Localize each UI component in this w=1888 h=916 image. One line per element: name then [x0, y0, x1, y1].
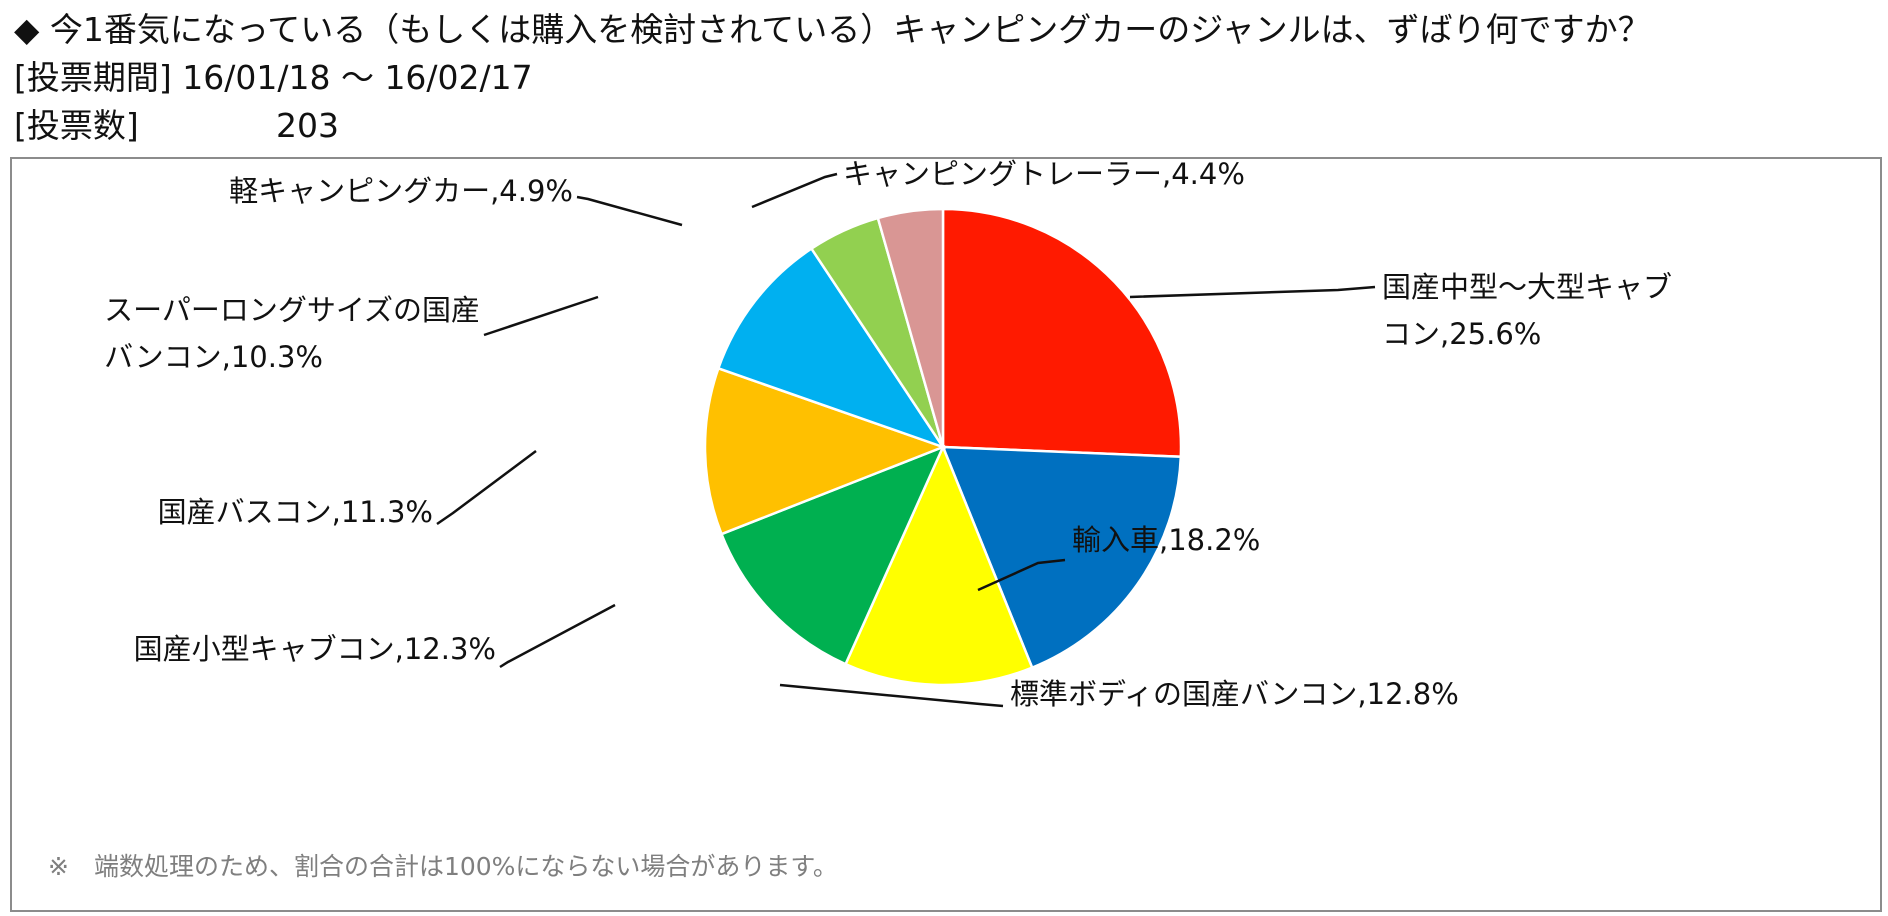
- pie-slice: [719, 444, 946, 666]
- vote-count: [投票数] 203: [14, 106, 339, 146]
- slice-label-line: 軽キャンピングカー,4.9%: [229, 174, 573, 208]
- slice-label: 輸入車,18.2%: [1072, 523, 1260, 557]
- slice-label: 国産中型～大型キャブコン,25.6%: [1382, 270, 1672, 351]
- leader-line: [751, 172, 838, 209]
- slice-label: キャンピングトレーラー,4.4%: [843, 157, 1245, 191]
- slice-label-line: 国産小型キャブコン,12.3%: [134, 632, 496, 666]
- voting-period: [投票期間] 16/01/18 ～ 16/02/17: [14, 58, 533, 98]
- leader-line: [483, 295, 599, 337]
- slice-label-line: コン,25.6%: [1382, 317, 1541, 351]
- pie-chart: 国産中型～大型キャブコン,25.6% 輸入車,18.2% 標準ボディの国産バンコン,…: [48, 157, 1672, 881]
- leader-line: [436, 449, 537, 526]
- voting-period-value: 16/01/18 ～ 16/02/17: [182, 58, 533, 97]
- vote-count-label: [投票数]: [14, 106, 139, 145]
- rounding-note: ※ 端数処理のため、割合の合計は100%にならない場合があります。: [48, 852, 838, 881]
- leader-line: [779, 683, 1004, 708]
- pie-slice: [941, 207, 1183, 459]
- slice-label-line: スーパーロングサイズの国産: [104, 293, 480, 327]
- pie-slice: [941, 445, 1183, 670]
- slice-label-line: バンコン,10.3%: [104, 340, 323, 374]
- slice-label: 国産小型キャブコン,12.3%: [134, 632, 496, 666]
- slice-label: 国産バスコン,11.3%: [158, 495, 433, 529]
- voting-period-label: [投票期間]: [14, 58, 172, 97]
- chart-frame: [10, 157, 1882, 912]
- slice-label: 軽キャンピングカー,4.9%: [229, 174, 573, 208]
- slice-label-line: 標準ボディの国産バンコン,12.8%: [1010, 677, 1459, 711]
- slice-label-line: 国産中型～大型キャブ: [1382, 270, 1672, 304]
- slice-label-line: 国産バスコン,11.3%: [158, 495, 433, 529]
- leader-line: [499, 603, 616, 669]
- vote-count-value: 203: [276, 106, 339, 145]
- question-text: ◆ 今1番気になっている（もしくは購入を検討されている）キャンピングカーのジャン…: [14, 10, 1651, 49]
- pie-slice: [876, 207, 945, 448]
- slice-label: 標準ボディの国産バンコン,12.8%: [1010, 677, 1459, 711]
- pie-slices: [703, 207, 1183, 687]
- leader-line: [977, 558, 1066, 592]
- leader-line: [576, 195, 683, 227]
- slice-label-line: キャンピングトレーラー,4.4%: [843, 157, 1245, 191]
- slice-labels: 国産中型～大型キャブコン,25.6% 輸入車,18.2% 標準ボディの国産バンコン,…: [104, 157, 1672, 711]
- slice-label-line: 輸入車,18.2%: [1072, 523, 1260, 557]
- pie-slice: [843, 443, 1034, 687]
- pie-slice: [703, 366, 947, 536]
- pie-slice: [716, 246, 947, 450]
- leader-line: [1129, 285, 1376, 299]
- slice-label: スーパーロングサイズの国産バンコン,10.3%: [104, 293, 480, 374]
- leader-lines: [436, 172, 1376, 708]
